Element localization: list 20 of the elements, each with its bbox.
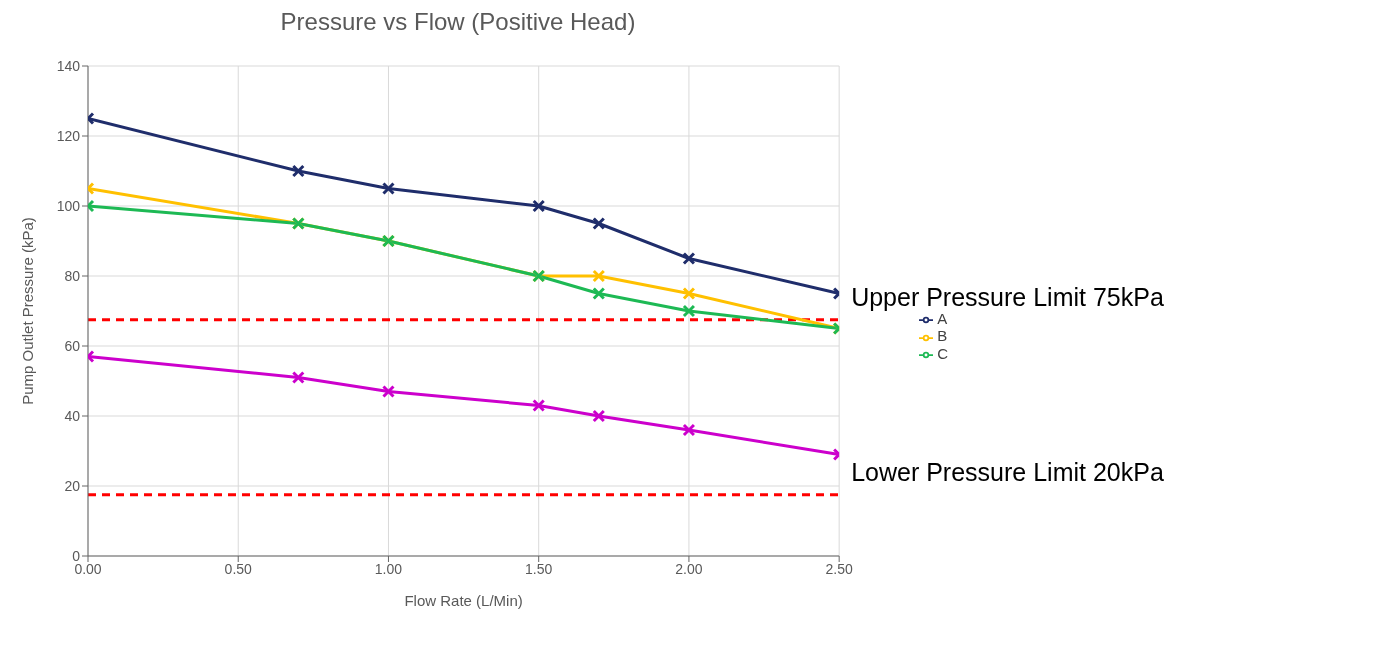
y-tick-label: 60 — [64, 337, 81, 354]
y-axis-title: Pump Outlet Pressure (kPa) — [19, 217, 37, 405]
legend-label: A — [937, 310, 948, 328]
x-tick-label: 0.50 — [224, 560, 253, 577]
y-tick-label: 80 — [64, 267, 81, 284]
x-tick-label: 1.00 — [374, 560, 403, 577]
x-axis-title: Flow Rate (L/Min) — [404, 592, 523, 609]
x-tick-label: 2.00 — [675, 560, 703, 577]
x-tick-label: 1.50 — [525, 560, 553, 577]
y-tick-label: 40 — [64, 407, 81, 424]
y-tick-label: 100 — [56, 197, 81, 214]
y-tick-label: 120 — [56, 127, 81, 144]
x-tick-label: 2.50 — [825, 560, 853, 577]
y-tick-label: 140 — [56, 57, 81, 74]
ref-line-label: Lower Pressure Limit 20kPa — [851, 458, 1164, 487]
y-tick-label: 20 — [64, 477, 81, 494]
legend-label: B — [937, 327, 948, 345]
ref-line-label: Upper Pressure Limit 75kPa — [851, 283, 1164, 312]
legend-label: C — [937, 344, 948, 362]
chart-title: Pressure vs Flow (Positive Head) — [279, 8, 637, 36]
